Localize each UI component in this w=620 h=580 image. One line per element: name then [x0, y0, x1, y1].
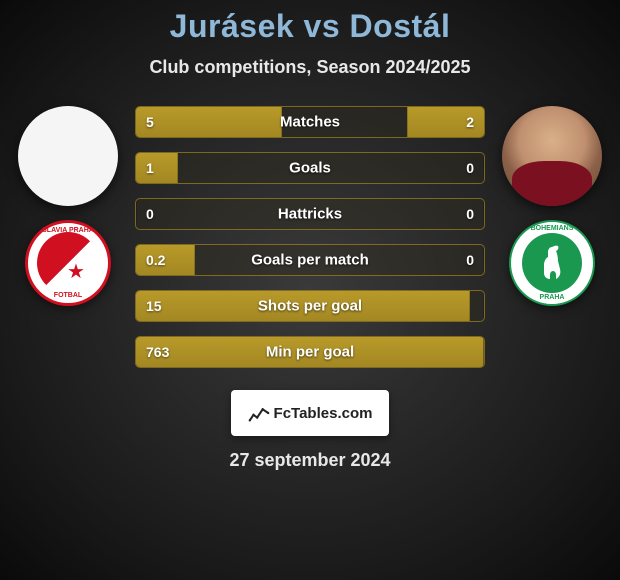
- main-row: SLAVIA PRAHA ★ FOTBAL 52Matches10Goals00…: [0, 106, 620, 368]
- bar-right: [483, 245, 484, 275]
- stat-value-left: 5: [146, 114, 154, 130]
- bar-right: [483, 337, 484, 367]
- infographic-date: 27 september 2024: [0, 450, 620, 471]
- stat-row: 15 Shots per goal: [135, 290, 485, 322]
- stat-value-left: 15: [146, 298, 162, 314]
- stat-label: Goals per match: [251, 252, 369, 269]
- stat-row: 5 2 Matches: [135, 106, 485, 138]
- stat-row: 763 Min per goal: [135, 336, 485, 368]
- comparison-title: Jurásek vs Dostál: [0, 8, 620, 45]
- stat-label: Matches: [280, 114, 340, 131]
- stat-label: Goals: [289, 160, 331, 177]
- bohemians-text-bottom: PRAHA: [511, 294, 593, 301]
- stat-value-right: 0: [466, 206, 474, 222]
- kangaroo-icon: [536, 243, 568, 283]
- stat-value-left: 763: [146, 344, 169, 360]
- stat-value-left: 1: [146, 160, 154, 176]
- bar-left: [136, 199, 137, 229]
- slavia-inner-circle: ★: [37, 232, 99, 294]
- slavia-text-bottom: FOTBAL: [28, 292, 108, 299]
- right-player-column: BOHEMIANS PRAHA: [497, 106, 607, 306]
- stat-value-right: 0: [466, 252, 474, 268]
- stat-row: 1 0 Goals: [135, 152, 485, 184]
- bar-right: [483, 199, 484, 229]
- chart-icon: [248, 402, 270, 424]
- stat-label: Min per goal: [266, 344, 354, 361]
- club-badge-slavia: SLAVIA PRAHA ★ FOTBAL: [25, 220, 111, 306]
- stat-row: 0.2 0 Goals per match: [135, 244, 485, 276]
- infographic-container: Jurásek vs Dostál Club competitions, Sea…: [0, 0, 620, 471]
- stat-row: 0 0 Hattricks: [135, 198, 485, 230]
- stat-value-left: 0: [146, 206, 154, 222]
- left-player-column: SLAVIA PRAHA ★ FOTBAL: [13, 106, 123, 306]
- stat-value-right: 2: [466, 114, 474, 130]
- slavia-text-top: SLAVIA PRAHA: [28, 227, 108, 234]
- bar-left: [136, 153, 178, 183]
- bar-right: [483, 291, 484, 321]
- fctables-logo: FcTables.com: [231, 390, 389, 436]
- stat-value-right: 0: [466, 160, 474, 176]
- season-subtitle: Club competitions, Season 2024/2025: [0, 57, 620, 78]
- stats-bars: 5 2 Matches 1 0 Goals 0 0 Hattricks 0.2 0 Goals per…: [135, 106, 485, 368]
- bohemians-inner-circle: [522, 233, 582, 293]
- club-badge-bohemians: BOHEMIANS PRAHA: [509, 220, 595, 306]
- bar-left: [136, 107, 282, 137]
- stat-label: Hattricks: [278, 206, 342, 223]
- fctables-text: FcTables.com: [274, 405, 373, 422]
- player-right-avatar: [502, 106, 602, 206]
- player-left-avatar: [18, 106, 118, 206]
- star-icon: ★: [67, 259, 85, 284]
- bohemians-text-top: BOHEMIANS: [511, 225, 593, 232]
- bar-left: [136, 245, 195, 275]
- bar-right: [483, 153, 484, 183]
- stat-value-left: 0.2: [146, 252, 165, 268]
- stat-label: Shots per goal: [258, 298, 362, 315]
